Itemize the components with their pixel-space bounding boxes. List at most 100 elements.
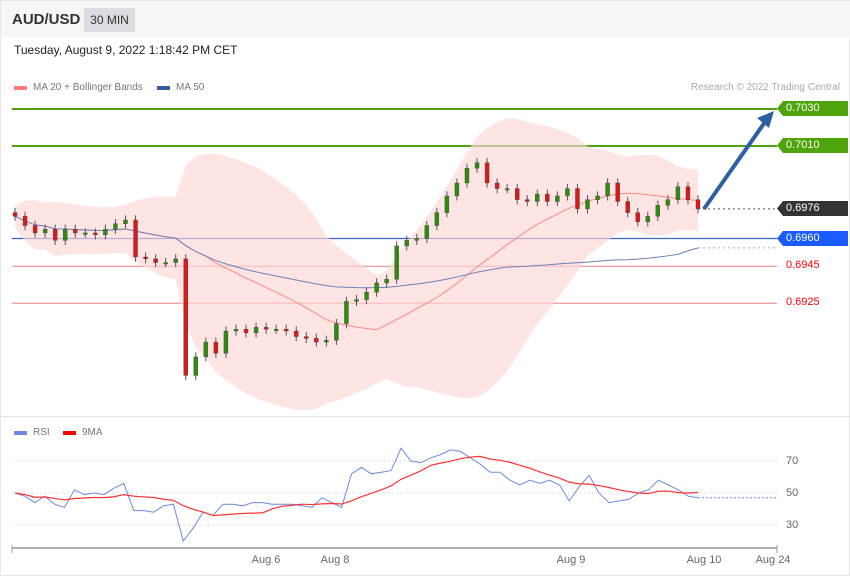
candle (42, 229, 48, 234)
candle (585, 199, 590, 210)
candle (494, 182, 500, 189)
9ma-swatch (63, 430, 76, 435)
candle (615, 182, 620, 202)
candle (22, 216, 28, 226)
candle (625, 201, 630, 213)
candle (535, 193, 540, 202)
forecast-arrow-shaft (702, 120, 767, 211)
legend-9ma-label: 9MA (82, 427, 103, 438)
x-label: Aug 9 (556, 554, 586, 566)
x-label: Aug 10 (686, 554, 722, 566)
ma20-swatch (14, 85, 27, 90)
candle (153, 258, 158, 263)
ma50-swatch (157, 85, 170, 90)
candle (344, 301, 349, 324)
candle (665, 199, 671, 206)
candle (454, 182, 460, 197)
timeframe-button[interactable]: 30 MIN (84, 8, 135, 32)
candle (374, 282, 379, 293)
credit: Research © 2022 Trading Central (690, 82, 840, 93)
candle (354, 299, 359, 302)
candle (304, 336, 309, 339)
x-label: Aug 24 (755, 554, 791, 566)
candle (384, 279, 389, 284)
candle (213, 341, 219, 354)
legend-rsi: RSI (14, 427, 50, 438)
rsi-line (14, 447, 699, 543)
candle (324, 340, 329, 343)
candle (695, 199, 701, 210)
candle (283, 328, 289, 332)
legend-ma20: MA 20 + Bollinger Bands (14, 82, 143, 93)
timestamp: Tuesday, August 9, 2022 1:18:42 PM CET (14, 43, 238, 57)
candle (565, 188, 570, 197)
candle (103, 229, 108, 235)
rsi-level-70: 70 (786, 455, 799, 467)
ma50-line (14, 215, 699, 289)
target2-tag: 0.7030 (777, 101, 848, 116)
candle (73, 229, 78, 234)
candle (253, 327, 259, 334)
support2-label: 0.6925 (786, 296, 820, 308)
candle (655, 204, 661, 217)
candle (525, 199, 530, 202)
candle (414, 238, 419, 241)
candle (93, 232, 98, 235)
bollinger-band (15, 118, 698, 411)
candle (685, 186, 691, 200)
candle (605, 182, 610, 197)
candle (12, 212, 18, 217)
candle (364, 291, 369, 300)
candle (555, 195, 560, 202)
candle (444, 195, 450, 213)
candle (32, 225, 38, 234)
legend-ma50-label: MA 50 (176, 82, 205, 93)
candle (183, 258, 188, 376)
header-bar: AUD/USD 30 MIN (1, 1, 850, 37)
candle (635, 212, 640, 223)
rsi-9ma-line (14, 455, 699, 517)
candle (434, 212, 440, 226)
candle (504, 188, 510, 191)
candle (143, 256, 148, 260)
candle (575, 188, 580, 210)
candle (645, 216, 650, 223)
candle (52, 229, 58, 241)
candle (223, 330, 229, 354)
candle (474, 162, 480, 169)
legend-rsi-label: RSI (33, 427, 50, 438)
candle (314, 338, 319, 343)
candle (233, 328, 239, 332)
candle (63, 229, 68, 241)
x-label: Aug 6 (251, 554, 281, 566)
candle (515, 188, 520, 200)
target1-tag: 0.7010 (777, 138, 848, 153)
candle (595, 195, 600, 200)
rsi-level-30: 30 (786, 519, 799, 531)
candle (133, 219, 138, 258)
candle (83, 232, 88, 235)
candle (113, 223, 118, 230)
x-label: Aug 8 (320, 554, 350, 566)
candle (545, 193, 550, 202)
legend-ma20-label: MA 20 + Bollinger Bands (33, 82, 143, 93)
candle (334, 323, 339, 341)
legend-ma50: MA 50 (157, 82, 204, 93)
candle (464, 167, 470, 184)
candle (404, 240, 409, 247)
candle (263, 327, 269, 330)
rsi-swatch (14, 430, 27, 435)
candle (273, 328, 279, 331)
forecast-arrow-head (757, 111, 774, 128)
candle (675, 186, 681, 200)
support1-label: 0.6945 (786, 259, 820, 271)
panel-divider (1, 416, 850, 417)
rsi-level-50: 50 (786, 487, 799, 499)
candle (173, 258, 178, 263)
candle (243, 328, 249, 334)
symbol-title: AUD/USD (12, 11, 81, 28)
candle (123, 219, 128, 224)
candle (203, 341, 209, 358)
candle (294, 330, 299, 337)
